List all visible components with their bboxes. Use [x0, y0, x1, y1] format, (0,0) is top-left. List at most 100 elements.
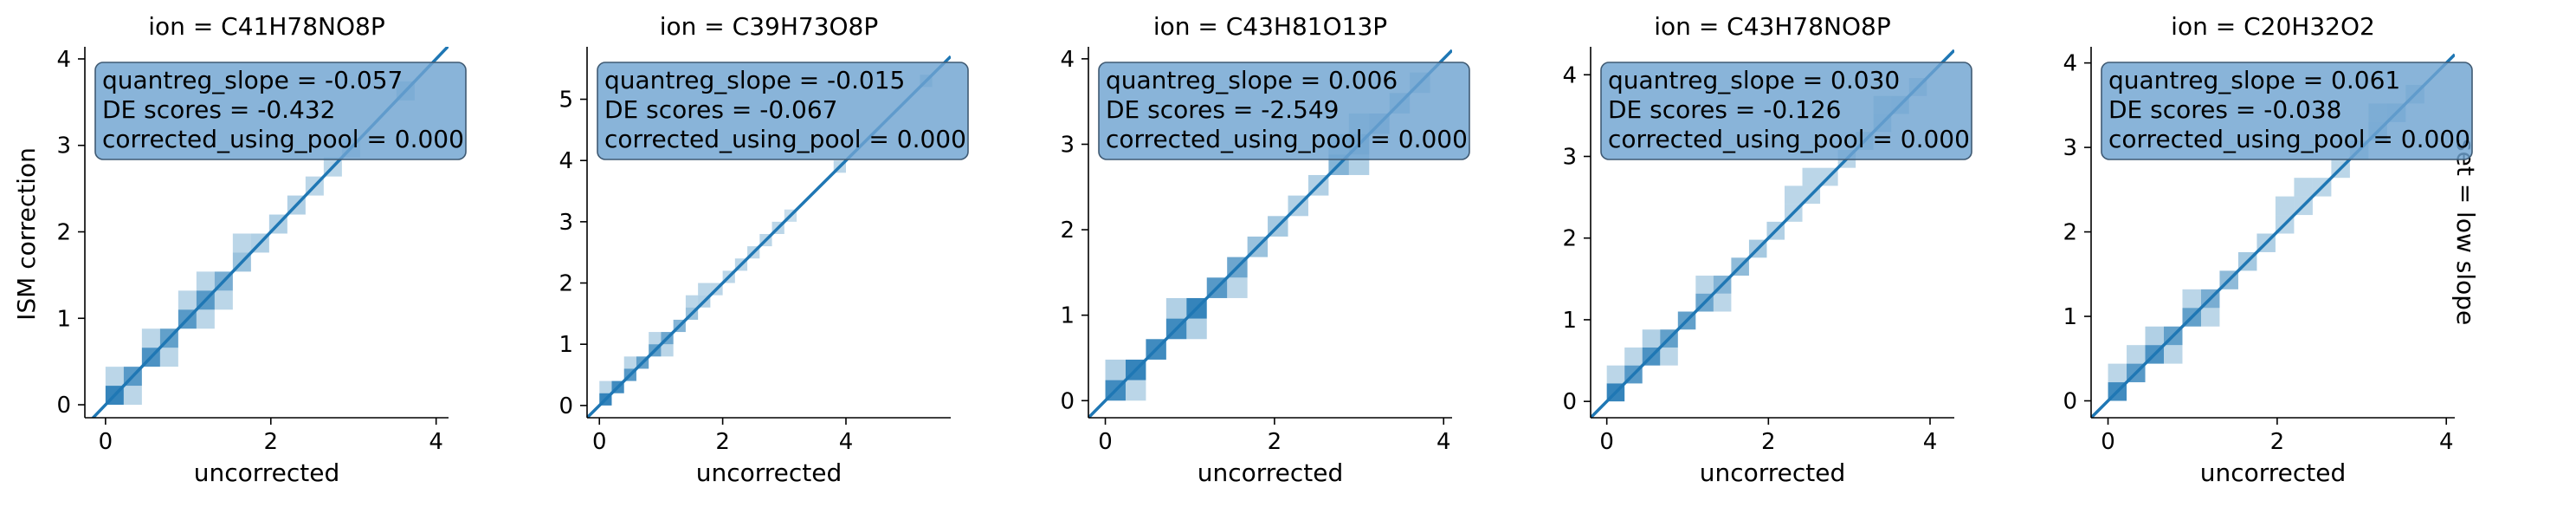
y-tick-label: 3	[558, 210, 573, 236]
panel-2: 0 2 4 0 1 2 3 4 5 ion = C39H73O8P uncorrected quant…	[558, 12, 969, 487]
hist-bin	[2164, 345, 2183, 364]
x-tick-label: 4	[1923, 429, 1938, 455]
y-tick-label: 0	[558, 393, 573, 419]
x-tick-label: 4	[429, 429, 443, 455]
panel-3: 0 2 4 0 1 2 3 4 ion = C43H81O13P uncorrected quant…	[1060, 12, 1470, 487]
hist-bin	[2275, 196, 2295, 216]
stats-line: quantreg_slope = 0.006	[1106, 66, 1398, 94]
x-tick-label: 2	[263, 429, 278, 455]
panel-title: ion = C43H81O13P	[1153, 12, 1387, 41]
y-tick-label: 2	[1562, 226, 1577, 252]
stats-line: corrected_using_pool = 0.000	[102, 125, 464, 153]
stats-line: quantreg_slope = 0.030	[1608, 66, 1900, 94]
y-tick-label: 3	[2063, 135, 2077, 161]
x-tick-label: 2	[1761, 429, 1776, 455]
hist-bin	[105, 367, 124, 387]
hist-bin	[178, 290, 197, 310]
y-tick-label: 0	[1562, 389, 1577, 415]
stats-line: quantreg_slope = -0.015	[604, 66, 905, 94]
stats-line: DE scores = -0.067	[604, 95, 838, 124]
stats-box	[2101, 62, 2473, 160]
hist-bin	[1125, 380, 1146, 401]
hist-bin	[661, 344, 674, 357]
y-axis-label: ISM correction	[12, 147, 41, 321]
hist-bin	[1227, 277, 1248, 298]
y-tick-label: 1	[558, 332, 573, 358]
hist-bin	[649, 332, 662, 345]
hist-bin	[2182, 289, 2201, 309]
stats-line: corrected_using_pool = 0.000	[1106, 125, 1468, 153]
hist-bin	[1695, 276, 1714, 294]
x-tick-label: 2	[1268, 429, 1282, 455]
stats-box	[597, 62, 969, 160]
stats-line: quantreg_slope = -0.057	[102, 66, 403, 94]
y-tick-label: 0	[2063, 389, 2077, 415]
panel-5: 0 2 4 0 1 2 3 4 ion = C20H32O2 uncorrected quantre…	[2063, 12, 2473, 487]
hist-bin	[2294, 178, 2313, 197]
hist-bin	[159, 348, 178, 367]
x-tick-label: 4	[2439, 429, 2454, 455]
y-tick-label: 0	[56, 393, 71, 419]
panel-1: 0 2 4 0 1 2 3 4 ion = C41H78NO8P uncorrected ISM c…	[12, 12, 467, 487]
y-tick-label: 1	[1060, 303, 1075, 329]
y-tick-label: 5	[558, 88, 573, 114]
hist-bin	[1105, 359, 1126, 380]
hist-bin	[1642, 329, 1661, 348]
x-tick-label: 2	[2270, 429, 2285, 455]
stats-box	[1098, 62, 1470, 160]
x-tick-label: 0	[1599, 429, 1614, 455]
stats-line: DE scores = -0.432	[102, 95, 336, 124]
hist-bin	[623, 356, 636, 369]
hist-bin	[1785, 185, 1803, 205]
hist-bin	[599, 380, 612, 393]
stats-box	[1600, 62, 1972, 160]
y-tick-label: 2	[2063, 220, 2077, 246]
hist-bin	[1660, 347, 1678, 366]
hist-bin	[1165, 297, 1187, 319]
panel-4: 0 2 4 0 1 2 3 4 ion = C43H78NO8P uncorrected quant…	[1562, 12, 1972, 487]
stats-line: corrected_using_pool = 0.000	[1608, 125, 1970, 153]
hist-bin	[232, 233, 251, 253]
x-axis-label: uncorrected	[696, 458, 843, 487]
x-axis-label: uncorrected	[194, 458, 340, 487]
hist-bin	[698, 283, 711, 296]
y-tick-label: 4	[2063, 51, 2077, 77]
y-tick-label: 0	[1060, 388, 1075, 414]
panel-title: ion = C41H78NO8P	[148, 12, 384, 41]
hist-bin	[1802, 167, 1821, 186]
y-tick-label: 3	[1562, 144, 1577, 170]
panel-title: ion = C20H32O2	[2171, 12, 2375, 41]
x-tick-label: 4	[839, 429, 854, 455]
hist-bin	[2108, 363, 2127, 383]
y-tick-label: 4	[558, 148, 573, 174]
hist-bin	[1606, 365, 1625, 384]
stats-line: corrected_using_pool = 0.000	[2108, 125, 2470, 153]
hist-bin	[123, 386, 142, 406]
x-tick-label: 2	[715, 429, 730, 455]
y-tick-label: 4	[56, 47, 71, 73]
hist-bin	[1624, 347, 1643, 366]
y-tick-label: 4	[1562, 62, 1577, 88]
x-tick-label: 0	[1098, 429, 1113, 455]
hist-bin	[1713, 293, 1732, 312]
x-axis-label: uncorrected	[2200, 458, 2347, 487]
stats-line: corrected_using_pool = 0.000	[604, 125, 966, 153]
stats-line: DE scores = -2.549	[1106, 95, 1340, 124]
x-axis-label: uncorrected	[1198, 458, 1344, 487]
y-tick-label: 1	[56, 306, 71, 332]
stats-line: DE scores = -0.038	[2108, 95, 2342, 124]
hist-bin	[2127, 345, 2146, 364]
y-tick-label: 3	[56, 133, 71, 159]
y-tick-label: 3	[1060, 132, 1075, 158]
y-tick-label: 1	[2063, 304, 2077, 330]
hist-bin	[214, 290, 233, 310]
stats-line: quantreg_slope = 0.061	[2108, 66, 2400, 94]
hist-bin	[196, 271, 215, 291]
facet-row-label: set = low slope	[2451, 139, 2480, 325]
panel-title: ion = C43H78NO8P	[1654, 12, 1890, 41]
x-tick-label: 0	[592, 429, 607, 455]
hist-bin	[141, 328, 160, 348]
y-tick-label: 2	[558, 271, 573, 297]
hist-bin	[1186, 318, 1207, 340]
